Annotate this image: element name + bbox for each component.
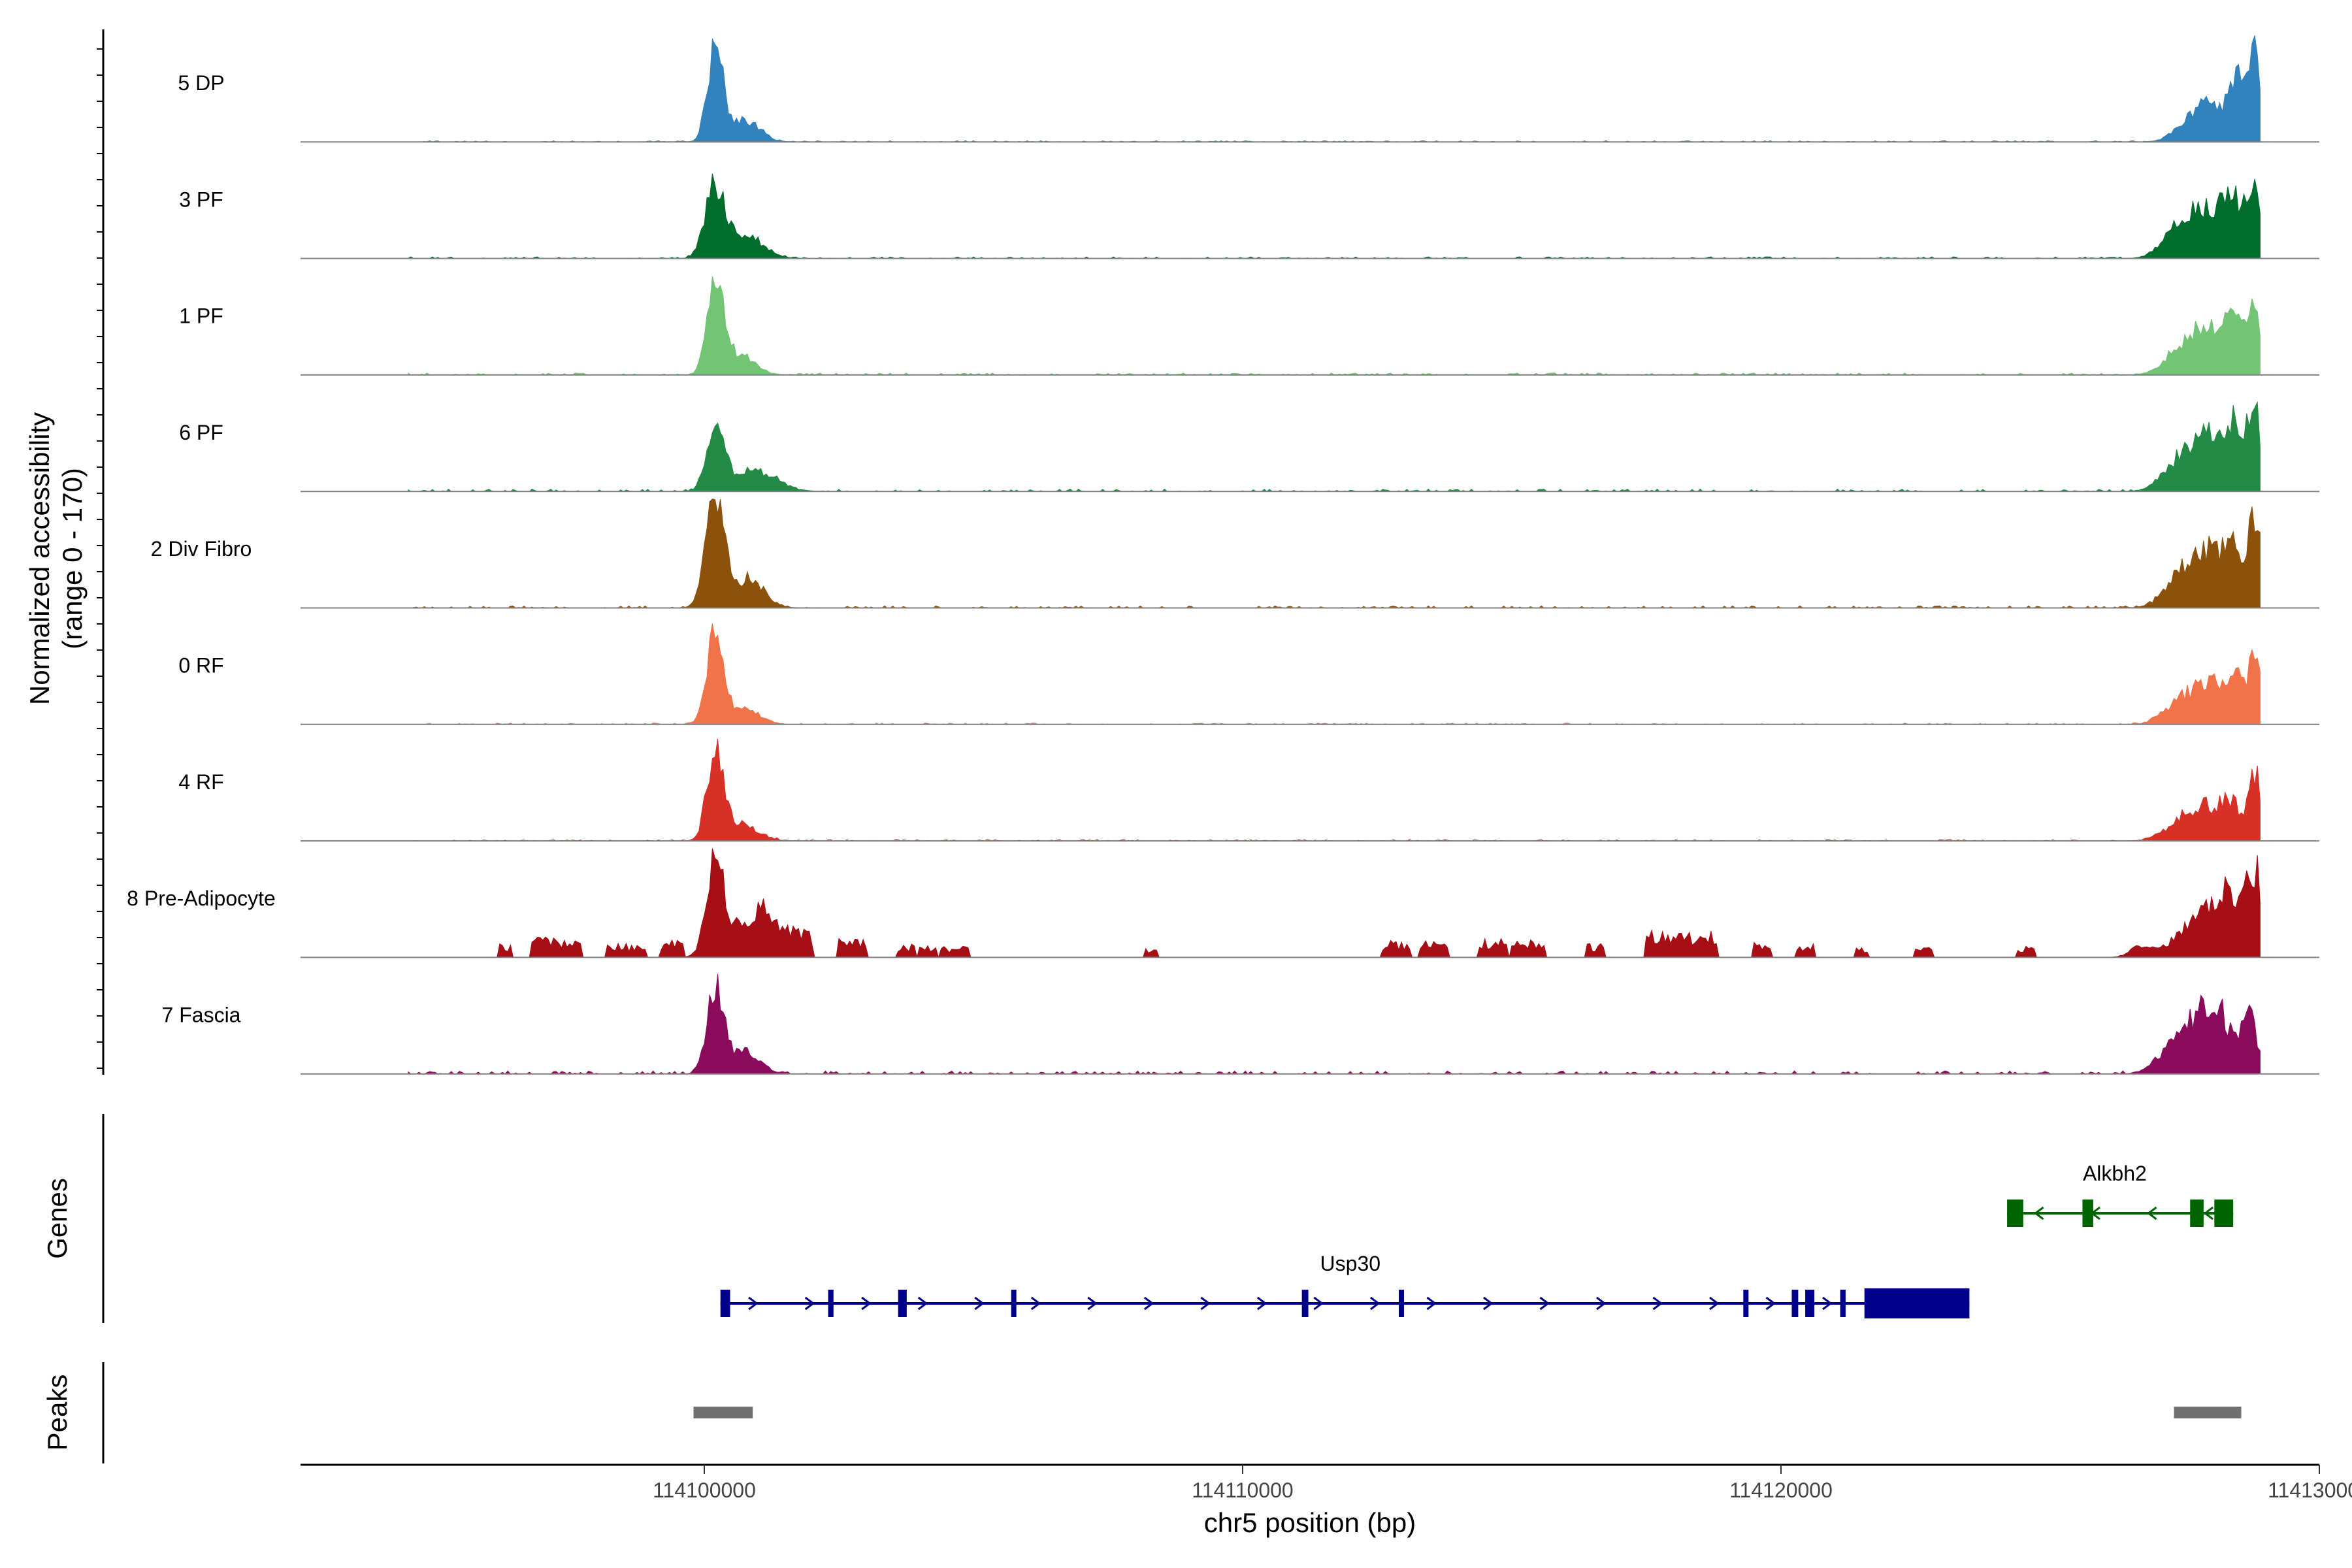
strand-arrow	[917, 1296, 928, 1311]
strand-arrow	[2203, 1206, 2213, 1220]
track-2-div-fibro: 2 Div Fibro	[151, 498, 2319, 609]
track-label: 6 PF	[179, 421, 223, 444]
coverage-area	[408, 973, 2261, 1075]
gene-exon	[1864, 1288, 1970, 1318]
strand-arrow	[2147, 1206, 2157, 1220]
gene-label: Usp30	[1320, 1252, 1381, 1275]
track-label: 7 Fascia	[162, 1003, 241, 1026]
coverage-area	[408, 848, 2261, 959]
gene-exon	[1743, 1290, 1749, 1317]
coverage-area	[408, 623, 2261, 725]
gene-exon	[1791, 1290, 1799, 1317]
strand-arrow	[1709, 1296, 1720, 1311]
track-label: 8 Pre-Adipocyte	[127, 887, 276, 910]
track-3-pf: 3 PF	[179, 173, 2319, 259]
track-label: 5 DP	[178, 71, 224, 95]
gene-usp30: Usp30	[720, 1252, 1970, 1318]
track-6-pf: 6 PF	[179, 400, 2319, 493]
coverage-tracks: 5 DP 3 PF 1 PF 6 PF 2 Div Fibro 0 RF 4 RF 8 Pre…	[127, 35, 2319, 1075]
strand-arrow	[1822, 1296, 1833, 1311]
strand-arrow	[2034, 1206, 2044, 1220]
gene-exon	[2214, 1200, 2234, 1227]
track-label: 4 RF	[178, 770, 223, 794]
peaks-track: Peaks	[42, 1362, 2242, 1463]
strand-arrow	[1143, 1296, 1154, 1311]
strand-arrow	[1596, 1296, 1607, 1311]
strand-arrow	[1313, 1296, 1324, 1311]
strand-arrow	[1200, 1296, 1211, 1311]
x-tick-label: 114120000	[1729, 1478, 1833, 1502]
coverage-area	[408, 173, 2261, 259]
coverage-area	[408, 400, 2261, 492]
strand-arrow	[1256, 1296, 1267, 1311]
gene-exon	[720, 1290, 730, 1317]
track-0-rf: 0 RF	[178, 623, 2319, 725]
strand-arrow	[974, 1296, 985, 1311]
strand-arrow	[1369, 1296, 1380, 1311]
strand-arrow	[1483, 1296, 1494, 1311]
genes-track: Genes Usp30 Alkbh2	[42, 1114, 2234, 1323]
track-4-rf: 4 RF	[178, 738, 2319, 842]
track-8-pre-adipocyte: 8 Pre-Adipocyte	[127, 848, 2319, 959]
track-label: 1 PF	[179, 304, 223, 328]
coverage-area	[408, 35, 2261, 142]
gene-exon	[898, 1290, 907, 1317]
track-label: 2 Div Fibro	[151, 537, 252, 561]
strand-arrow	[1765, 1296, 1776, 1311]
gene-alkbh2: Alkbh2	[2007, 1162, 2234, 1227]
coverage-area	[408, 276, 2261, 376]
peak-region	[693, 1407, 753, 1418]
strand-arrow	[1652, 1296, 1663, 1311]
track-label: 0 RF	[178, 654, 223, 678]
y-axis-title: Normalized accessibility	[24, 412, 55, 705]
x-tick-label: 114110000	[1192, 1478, 1293, 1502]
gene-exon	[2190, 1200, 2204, 1227]
gene-exon	[1840, 1290, 1846, 1317]
track-7-fascia: 7 Fascia	[162, 973, 2319, 1075]
x-tick-label: 114100000	[653, 1478, 756, 1502]
strand-arrow	[1030, 1296, 1041, 1311]
gene-exon	[1805, 1290, 1815, 1317]
gene-exon	[2007, 1200, 2023, 1227]
coverage-area	[408, 498, 2261, 609]
gene-exon	[1011, 1290, 1017, 1317]
strand-arrow	[1539, 1296, 1550, 1311]
track-1-pf: 1 PF	[179, 276, 2319, 376]
coverage-area	[408, 738, 2261, 841]
gene-exon	[1398, 1290, 1404, 1317]
y-axis	[97, 29, 105, 1075]
strand-arrow	[861, 1296, 872, 1311]
x-axis-title: chr5 position (bp)	[1204, 1507, 1416, 1538]
strand-arrow	[804, 1296, 815, 1311]
gene-exon	[1301, 1290, 1309, 1317]
gene-label: Alkbh2	[2083, 1162, 2147, 1185]
peak-region	[2174, 1407, 2242, 1418]
genes-track-label: Genes	[42, 1178, 73, 1259]
strand-arrow	[1087, 1296, 1098, 1311]
x-tick-label: 114130000	[2268, 1478, 2352, 1502]
strand-arrow	[1426, 1296, 1437, 1311]
peaks-track-label: Peaks	[42, 1375, 73, 1451]
gene-exon	[2082, 1200, 2093, 1227]
track-5-dp: 5 DP	[178, 35, 2319, 143]
y-axis-subtitle: (range 0 - 170)	[57, 468, 88, 649]
x-axis: 114100000 114110000 114120000 114130000	[301, 1463, 2352, 1502]
track-label: 3 PF	[179, 188, 223, 211]
gene-exon	[828, 1290, 834, 1317]
strand-arrow	[748, 1296, 759, 1311]
